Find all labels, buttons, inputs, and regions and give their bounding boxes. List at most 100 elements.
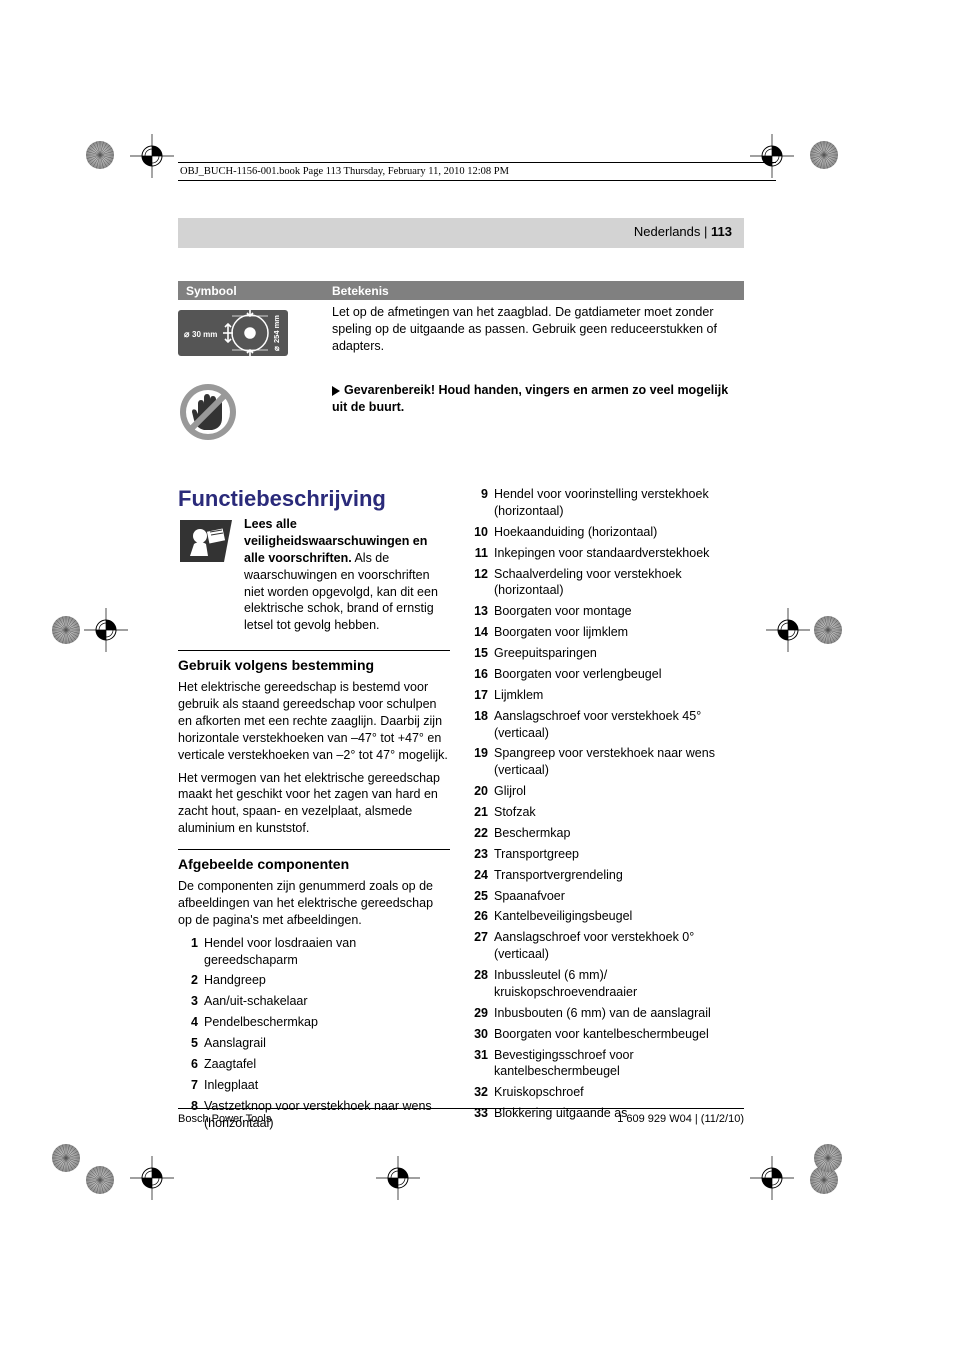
page-header-label: Nederlands | 113 bbox=[634, 224, 732, 239]
item-text: Inbusbouten (6 mm) van de aanslagrail bbox=[494, 1005, 744, 1022]
item-number: 3 bbox=[178, 993, 204, 1010]
list-item: 24Transportvergrendeling bbox=[468, 867, 744, 884]
list-item: 27Aanslagschroef voor verstekhoek 0° (ve… bbox=[468, 929, 744, 963]
item-number: 26 bbox=[468, 908, 494, 925]
item-text: Inlegplaat bbox=[204, 1077, 450, 1094]
item-number: 24 bbox=[468, 867, 494, 884]
sec2-p1: De componenten zijn genummerd zoals op d… bbox=[178, 878, 450, 929]
item-number: 15 bbox=[468, 645, 494, 662]
item-number: 7 bbox=[178, 1077, 204, 1094]
symbol-hand-cell bbox=[178, 382, 332, 445]
right-column: 9Hendel voor voorinstelling verstekhoek … bbox=[468, 486, 744, 1126]
list-item: 25Spaanafvoer bbox=[468, 888, 744, 905]
registration-cross-icon bbox=[130, 134, 174, 178]
item-number: 29 bbox=[468, 1005, 494, 1022]
list-item: 29Inbusbouten (6 mm) van de aanslagrail bbox=[468, 1005, 744, 1022]
registration-star-icon bbox=[802, 133, 846, 177]
item-text: Hendel voor losdraaien van gereedschapar… bbox=[204, 935, 450, 969]
page-footer: Bosch Power Tools 1 609 929 W04 | (11/2/… bbox=[178, 1108, 744, 1125]
subheading-componenten: Afgebeelde componenten bbox=[178, 849, 450, 872]
item-number: 14 bbox=[468, 624, 494, 641]
item-number: 5 bbox=[178, 1035, 204, 1052]
item-number: 30 bbox=[468, 1026, 494, 1043]
list-item: 9Hendel voor voorinstelling verstekhoek … bbox=[468, 486, 744, 520]
item-text: Bevestigingsschroef voor kantelbeschermb… bbox=[494, 1047, 744, 1081]
item-text: Transportgreep bbox=[494, 846, 744, 863]
registration-star-icon bbox=[44, 608, 88, 652]
item-number: 32 bbox=[468, 1084, 494, 1101]
item-text: Transportvergrendeling bbox=[494, 867, 744, 884]
registration-star-icon bbox=[806, 608, 850, 652]
item-number: 18 bbox=[468, 708, 494, 742]
registration-cross-icon bbox=[376, 1156, 420, 1200]
list-item: 16Boorgaten voor verlengbeugel bbox=[468, 666, 744, 683]
item-text: Kruiskopschroef bbox=[494, 1084, 744, 1101]
warning-text: Lees alle veiligheidswaarschuwingen en a… bbox=[244, 516, 450, 634]
list-item: 14Boorgaten voor lijmklem bbox=[468, 624, 744, 641]
item-number: 23 bbox=[468, 846, 494, 863]
item-number: 20 bbox=[468, 783, 494, 800]
list-item: 7Inlegplaat bbox=[178, 1077, 450, 1094]
sec1-p2: Het vermogen van het elektrische gereeds… bbox=[178, 770, 450, 838]
list-item: 6Zaagtafel bbox=[178, 1056, 450, 1073]
item-number: 13 bbox=[468, 603, 494, 620]
registration-cross-icon bbox=[84, 608, 128, 652]
item-number: 27 bbox=[468, 929, 494, 963]
item-text: Greepuitsparingen bbox=[494, 645, 744, 662]
item-number: 25 bbox=[468, 888, 494, 905]
item-text: Spaanafvoer bbox=[494, 888, 744, 905]
item-text: Inkepingen voor standaardverstekhoek bbox=[494, 545, 744, 562]
list-item: 20Glijrol bbox=[468, 783, 744, 800]
footer-right: 1 609 929 W04 | (11/2/10) bbox=[617, 1113, 744, 1125]
item-text: Boorgaten voor lijmklem bbox=[494, 624, 744, 641]
list-item: 17Lijmklem bbox=[468, 687, 744, 704]
list-item: 19Spangreep voor verstekhoek naar wens (… bbox=[468, 745, 744, 779]
item-number: 9 bbox=[468, 486, 494, 520]
svg-text:⌀: ⌀ bbox=[272, 346, 281, 351]
list-item: 1Hendel voor losdraaien van gereedschapa… bbox=[178, 935, 450, 969]
list-item: 3Aan/uit-schakelaar bbox=[178, 993, 450, 1010]
item-text: Hoekaanduiding (horizontaal) bbox=[494, 524, 744, 541]
symbol-table-header: Symbool Betekenis bbox=[178, 281, 744, 300]
item-text: Aan/uit-schakelaar bbox=[204, 993, 450, 1010]
item-text: Hendel voor voorinstelling verstekhoek (… bbox=[494, 486, 744, 520]
list-item: 18Aanslagschroef voor verstekhoek 45° (v… bbox=[468, 708, 744, 742]
warning-bold: Lees alle veiligheidswaarschuwingen en a… bbox=[244, 517, 427, 565]
item-text: Aanslagrail bbox=[204, 1035, 450, 1052]
meaning-hand-text: Gevarenbereik! Houd handen, vingers en a… bbox=[332, 383, 728, 414]
item-text: Boorgaten voor montage bbox=[494, 603, 744, 620]
registration-star-icon bbox=[44, 1136, 88, 1180]
list-item: 11Inkepingen voor standaardverstekhoek bbox=[468, 545, 744, 562]
item-text: Schaalverdeling voor verstekhoek (horizo… bbox=[494, 566, 744, 600]
registration-cross-icon bbox=[766, 608, 810, 652]
sec1-p1: Het elektrische gereedschap is bestemd v… bbox=[178, 679, 450, 763]
item-text: Inbussleutel (6 mm)/ kruiskopschroevendr… bbox=[494, 967, 744, 1001]
page-number: 113 bbox=[711, 224, 732, 239]
col-betekenis: Betekenis bbox=[332, 284, 389, 298]
item-text: Lijmklem bbox=[494, 687, 744, 704]
component-list-right: 9Hendel voor voorinstelling verstekhoek … bbox=[468, 486, 744, 1122]
saw-blade-icon: ⌀ 30 mm ⌀ 254 mm bbox=[178, 304, 298, 362]
item-number: 10 bbox=[468, 524, 494, 541]
warning-block: Lees alle veiligheidswaarschuwingen en a… bbox=[178, 516, 450, 634]
book-header: OBJ_BUCH-1156-001.book Page 113 Thursday… bbox=[178, 162, 776, 181]
item-number: 28 bbox=[468, 967, 494, 1001]
item-number: 4 bbox=[178, 1014, 204, 1031]
item-text: Pendelbeschermkap bbox=[204, 1014, 450, 1031]
symbol-blade-cell: ⌀ 30 mm ⌀ 254 mm bbox=[178, 304, 332, 362]
page-language: Nederlands bbox=[634, 224, 701, 239]
item-number: 11 bbox=[468, 545, 494, 562]
item-number: 2 bbox=[178, 972, 204, 989]
registration-star-icon bbox=[806, 1136, 850, 1180]
read-manual-icon bbox=[178, 516, 234, 566]
list-item: 28Inbussleutel (6 mm)/ kruiskopschroeven… bbox=[468, 967, 744, 1001]
component-list-left: 1Hendel voor losdraaien van gereedschapa… bbox=[178, 935, 450, 1132]
left-column: Lees alle veiligheidswaarschuwingen en a… bbox=[178, 516, 450, 1135]
svg-text:⌀: ⌀ bbox=[184, 329, 190, 339]
item-text: Aanslagschroef voor verstekhoek 0° (vert… bbox=[494, 929, 744, 963]
list-item: 26Kantelbeveiligingsbeugel bbox=[468, 908, 744, 925]
registration-cross-icon bbox=[750, 1156, 794, 1200]
item-number: 21 bbox=[468, 804, 494, 821]
item-text: Stofzak bbox=[494, 804, 744, 821]
item-text: Zaagtafel bbox=[204, 1056, 450, 1073]
